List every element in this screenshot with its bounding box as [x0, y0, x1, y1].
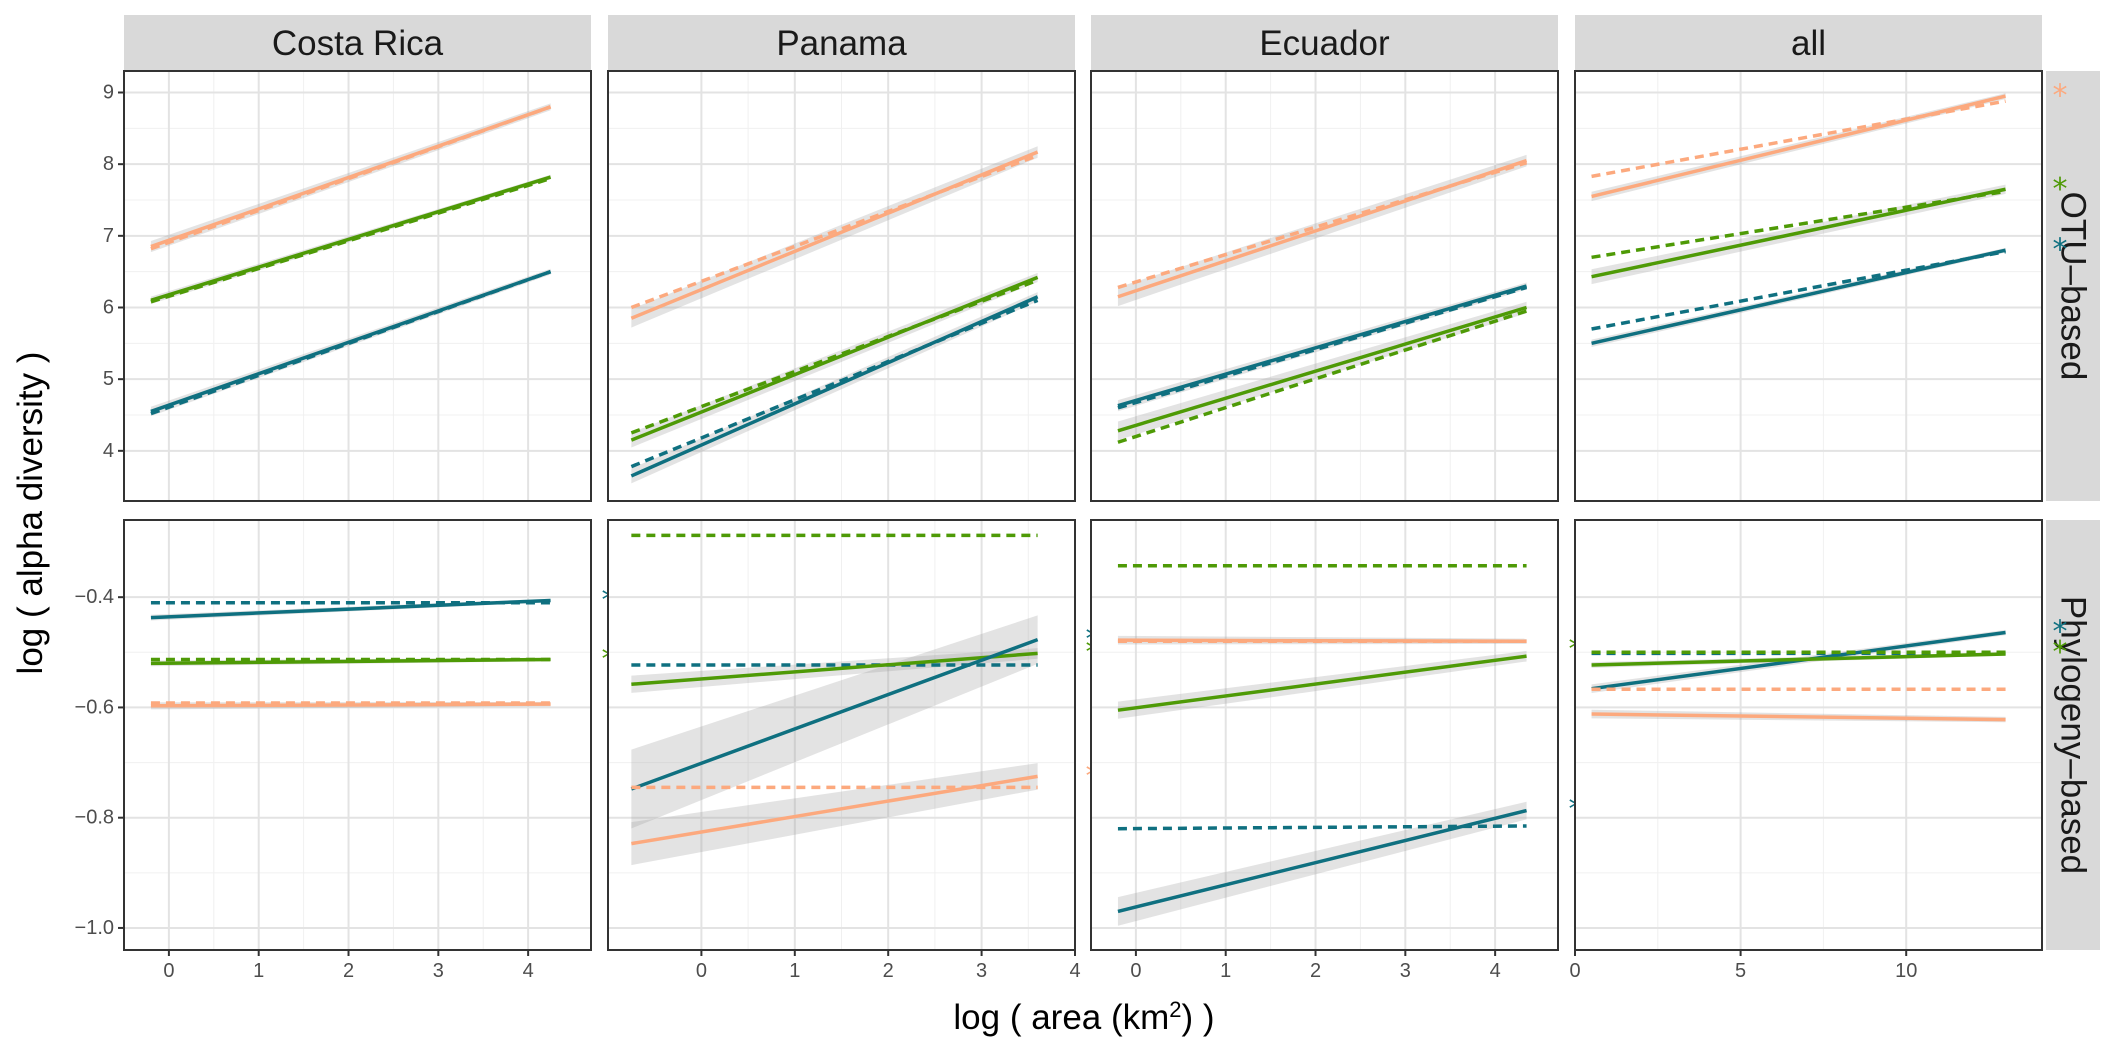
column-strip-label: Panama	[776, 24, 907, 63]
panel-background	[1575, 71, 2042, 501]
y-axes: 4 5 6 7 8 9 −1.0 −0.8 −0.6 −0.4	[75, 82, 124, 939]
x-axis-title: log ( area (km2) )	[953, 997, 1214, 1038]
null-model-line	[150, 105, 552, 251]
panel: **	[1574, 519, 2068, 951]
x-tick-label: 1	[789, 960, 800, 982]
y-tick-label: 7	[103, 225, 114, 247]
column-strip	[608, 15, 1075, 71]
regression-line	[631, 651, 1038, 687]
x-tick-label: 0	[1130, 960, 1141, 982]
panel-border	[607, 70, 1076, 502]
chart-panels: ************	[123, 70, 2068, 951]
confidence-band	[1117, 801, 1527, 926]
panel-border	[123, 70, 592, 502]
regression-line	[1117, 654, 1527, 712]
row-strip-label: Phylogeny–based	[2054, 596, 2093, 874]
panel: ***	[607, 519, 1101, 951]
y-tick-label: −0.6	[75, 696, 114, 718]
regression-line	[631, 774, 1038, 846]
column-strip-label: all	[1791, 24, 1826, 63]
panel-background	[1091, 71, 1558, 501]
null-model-line	[1591, 249, 2006, 331]
x-tick-label: 2	[883, 960, 894, 982]
x-tick-label: 3	[433, 960, 444, 982]
regression-line	[1591, 712, 2006, 722]
panel: **	[1090, 519, 1584, 951]
x-tick-label: 2	[1310, 960, 1321, 982]
regression-line	[630, 637, 1039, 791]
null-model-line	[150, 270, 552, 416]
null-model-line	[630, 153, 1039, 310]
significance-marker: *	[2053, 233, 2068, 268]
y-tick-label: −0.4	[75, 586, 114, 608]
panel-border	[123, 519, 592, 951]
x-tick-label: 0	[163, 960, 174, 982]
panel: * * *	[1574, 70, 2068, 502]
panel-background	[1575, 520, 2042, 950]
null-model-line	[1591, 189, 2006, 260]
panel-border	[607, 519, 1076, 951]
null-model-line	[1591, 99, 2006, 179]
y-tick-label: 4	[103, 440, 114, 462]
significance-marker: *	[2053, 635, 2068, 670]
y-tick-label: −1.0	[75, 917, 114, 939]
row-strip	[2046, 520, 2100, 950]
panel	[607, 70, 1076, 502]
x-tick-label: 3	[1400, 960, 1411, 982]
column-strips: Costa Rica Panama Ecuador all	[124, 15, 2042, 71]
panel-border	[1574, 70, 2043, 502]
row-strip	[2046, 71, 2100, 501]
null-model-line	[150, 176, 552, 304]
regression-line	[1117, 158, 1528, 299]
column-strip-label: Costa Rica	[272, 24, 444, 63]
column-strip	[1575, 15, 2042, 71]
null-model-line	[1117, 285, 1528, 410]
column-strip-label: Ecuador	[1259, 24, 1390, 63]
null-model-line	[630, 278, 1039, 435]
x-tick-label: 4	[1069, 960, 1080, 982]
y-tick-label: 8	[103, 153, 114, 175]
x-tick-label: 4	[523, 960, 534, 982]
y-tick-label: 9	[103, 82, 114, 104]
significance-marker: *	[2053, 79, 2068, 114]
panel-background	[124, 520, 591, 950]
confidence-band	[631, 615, 1038, 829]
panel-border	[1574, 519, 2043, 951]
x-tick-label: 0	[1569, 960, 1580, 982]
row-strips: OTU–based Phylogeny–based	[2046, 71, 2100, 950]
x-tick-label: 3	[976, 960, 987, 982]
panel: **	[123, 519, 617, 951]
y-axis-title: log ( alpha diversity )	[11, 352, 50, 675]
significance-marker: *	[2053, 172, 2068, 207]
row-strip-label: OTU–based	[2054, 192, 2093, 381]
column-strip	[1091, 15, 1558, 71]
panel	[1090, 70, 1559, 502]
regression-line	[1117, 808, 1527, 914]
null-model-line	[630, 298, 1039, 469]
null-model-line	[1117, 309, 1528, 444]
null-model-line	[1117, 824, 1527, 831]
y-tick-label: 6	[103, 297, 114, 319]
panel-border	[1090, 519, 1559, 951]
x-axes: 0 1 2 3 4 0 1 2 3 4 0 1 2 3 4 0 5 10	[163, 950, 1917, 982]
regression-line	[1117, 305, 1528, 433]
x-tick-label: 4	[1490, 960, 1501, 982]
x-tick-label: 1	[253, 960, 264, 982]
y-tick-label: 5	[103, 368, 114, 390]
x-tick-label: 5	[1735, 960, 1746, 982]
panel-background	[1091, 520, 1558, 950]
significance-marker: *	[2053, 614, 2068, 649]
x-tick-label: 0	[696, 960, 707, 982]
x-tick-label: 10	[1895, 960, 1917, 982]
null-model-line	[1117, 161, 1528, 290]
panel-border	[1090, 70, 1559, 502]
regression-line	[1591, 652, 2006, 667]
panel	[123, 70, 592, 502]
column-strip	[124, 15, 591, 71]
x-tick-label: 2	[343, 960, 354, 982]
x-tick-label: 1	[1220, 960, 1231, 982]
y-tick-label: −0.8	[75, 807, 114, 829]
